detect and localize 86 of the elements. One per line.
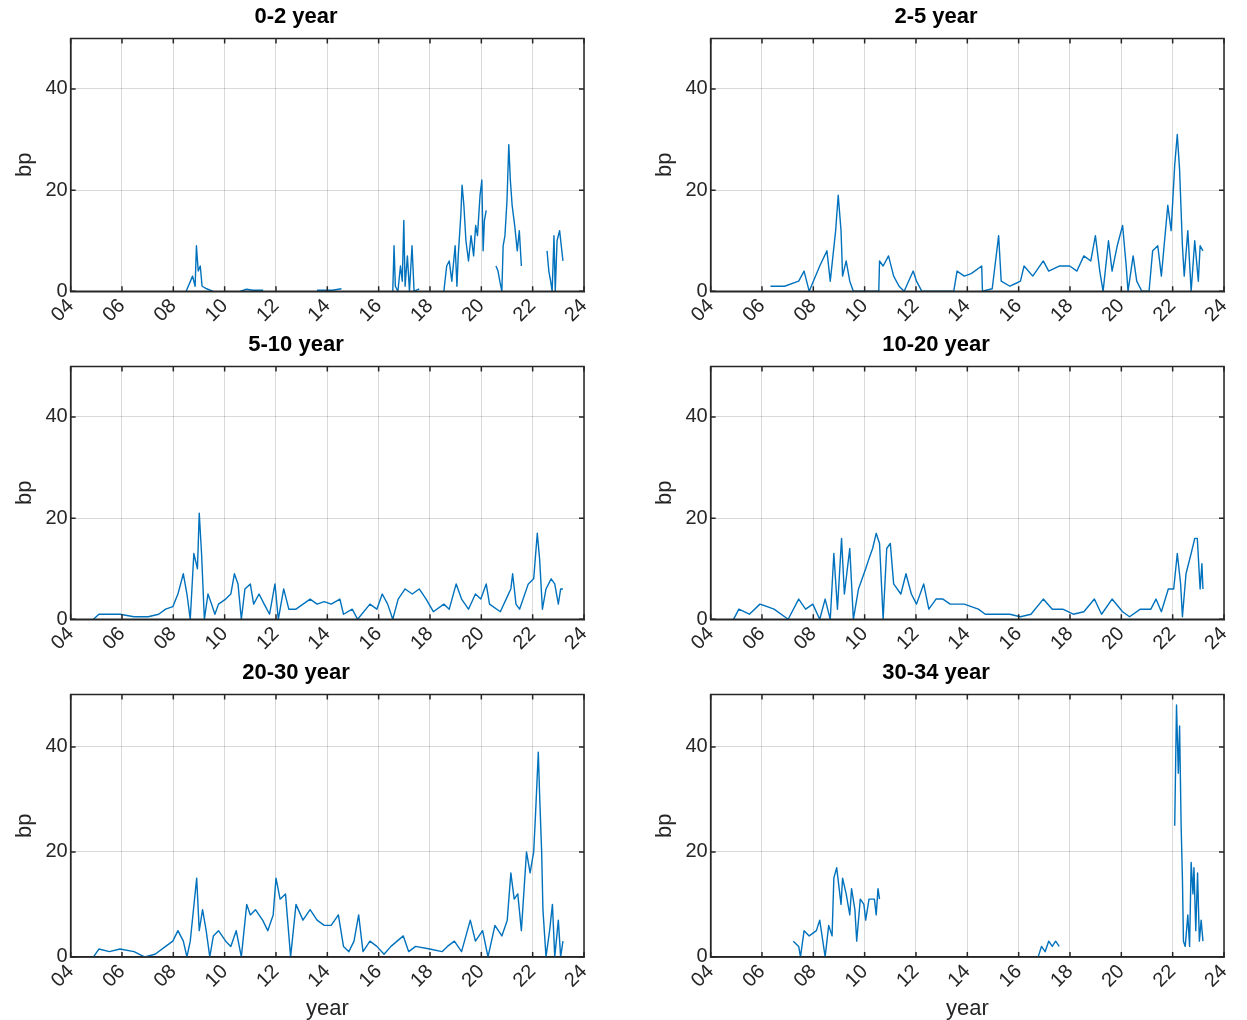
x-tick-label: 12 [891,959,923,991]
x-tick-label: 12 [251,959,283,991]
y-tick-label: 40 [45,76,68,99]
x-tick-label: 08 [148,293,181,326]
y-tick-label: 20 [45,839,68,862]
x-tick-label: 20 [456,293,489,326]
x-tick-label: 18 [405,959,437,991]
x-tick-label: 18 [1045,621,1077,654]
x-tick-label: 12 [251,293,283,326]
x-tick-label: 08 [788,621,821,654]
y-tick-label: 20 [685,505,708,528]
x-tick-label: 14 [942,621,975,654]
x-tick-label: 24 [559,959,591,991]
y-tick-label: 40 [45,404,68,427]
x-tick-label: 10 [200,959,232,991]
x-tick-label: 16 [994,959,1026,991]
x-tick-label: 18 [405,293,437,326]
x-tick-label: 10 [200,293,232,326]
y-axis-title: bp [651,152,677,178]
x-tick-label: 24 [559,621,591,654]
x-tick-label: 24 [559,293,591,326]
y-axis-title: bp [11,152,37,178]
y-tick-label: 40 [685,76,708,99]
y-axis-title: bp [11,813,37,838]
x-tick-label: 08 [148,621,181,654]
y-tick-label: 20 [45,177,68,200]
x-tick-label: 08 [788,293,821,326]
x-tick-label: 08 [148,959,181,991]
y-tick-label: 40 [45,734,68,757]
chart-title: 20-30 year [242,659,351,685]
y-axis-title: bp [11,480,37,506]
x-tick-label: 20 [1096,959,1129,991]
x-tick-label: 06 [97,959,129,991]
x-tick-label: 22 [508,293,540,326]
chart-title: 5-10 year [248,331,345,357]
chart-title: 30-34 year [882,659,991,685]
chart-title: 0-2 year [254,3,339,29]
chart-title: 2-5 year [894,3,979,29]
y-tick-label: 40 [685,404,708,427]
x-tick-label: 20 [456,621,489,654]
x-axis-title: year [305,994,349,1020]
x-tick-label: 06 [97,293,129,326]
x-tick-label: 08 [788,959,821,991]
x-tick-label: 12 [251,621,283,654]
x-tick-label: 10 [200,621,232,654]
x-tick-label: 16 [994,621,1026,654]
x-tick-label: 12 [891,621,923,654]
chart-title: 10-20 year [882,331,991,357]
x-tick-label: 22 [508,621,540,654]
x-tick-label: 20 [1096,621,1129,654]
x-tick-label: 16 [994,293,1026,326]
x-tick-label: 12 [891,293,923,326]
y-tick-label: 20 [685,177,708,200]
y-axis-title: bp [651,813,677,838]
x-tick-label: 16 [354,959,386,991]
y-tick-label: 40 [685,734,708,757]
x-tick-label: 06 [737,959,769,991]
x-tick-label: 10 [840,959,872,991]
x-tick-label: 24 [1199,959,1231,991]
x-tick-label: 18 [405,621,437,654]
x-tick-label: 14 [942,293,975,326]
x-tick-label: 10 [840,293,872,326]
x-tick-label: 24 [1199,293,1231,326]
x-tick-label: 06 [737,293,769,326]
x-tick-label: 18 [1045,293,1077,326]
x-axis-title: year [945,994,989,1020]
x-tick-label: 22 [1148,621,1180,654]
x-tick-label: 20 [456,959,489,991]
x-tick-label: 14 [302,621,335,654]
x-tick-label: 14 [302,293,335,326]
x-tick-label: 16 [354,293,386,326]
x-tick-label: 10 [840,621,872,654]
x-tick-label: 22 [1148,293,1180,326]
x-tick-label: 18 [1045,959,1077,991]
x-tick-label: 24 [1199,621,1231,654]
x-tick-label: 06 [97,621,129,654]
x-tick-label: 14 [942,959,975,991]
x-tick-label: 22 [508,959,540,991]
x-tick-label: 22 [1148,959,1180,991]
y-tick-label: 20 [685,839,708,862]
x-tick-label: 16 [354,621,386,654]
x-tick-label: 20 [1096,293,1129,326]
x-tick-label: 14 [302,959,335,991]
x-tick-label: 06 [737,621,769,654]
y-axis-title: bp [651,480,677,506]
y-tick-label: 20 [45,505,68,528]
